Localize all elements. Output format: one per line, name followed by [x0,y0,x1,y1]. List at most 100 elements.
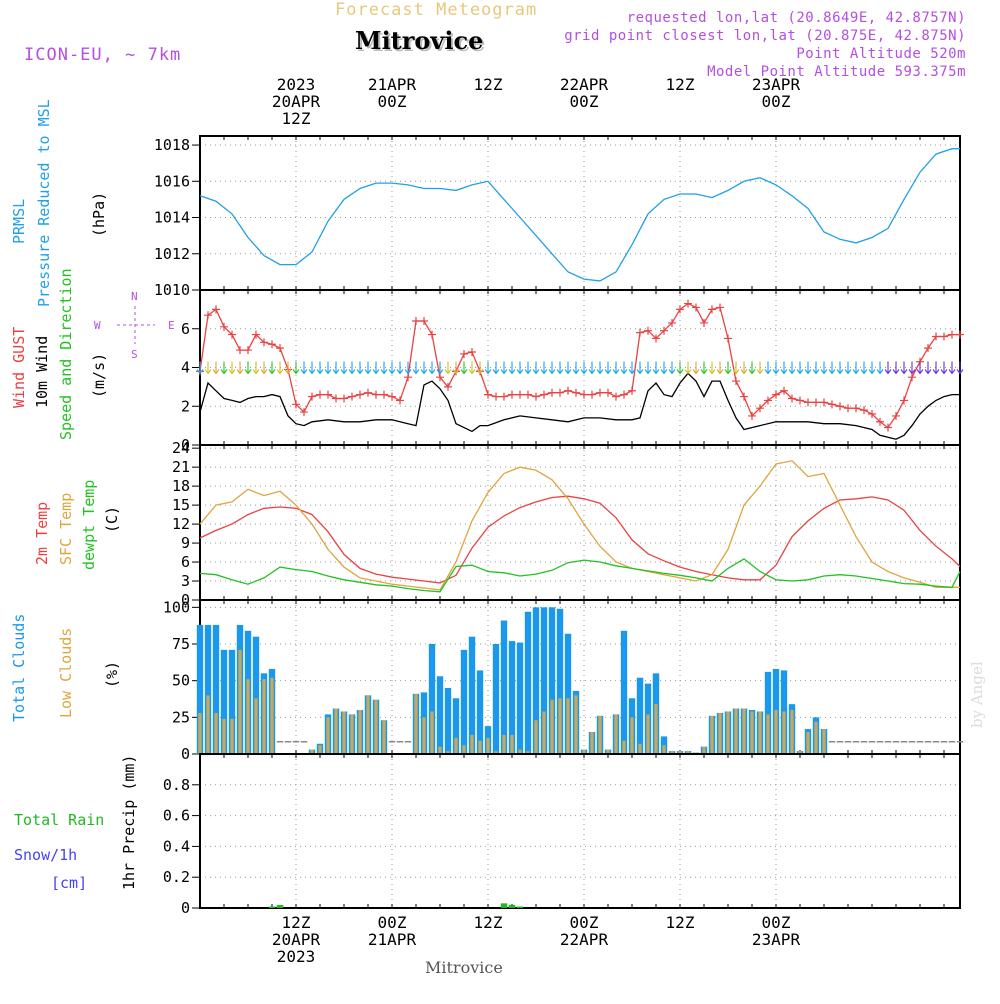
y-tick-label: 12 [172,515,190,533]
gust-marker [612,393,620,401]
low-cloud-bar [742,709,745,753]
rain-bar [501,903,507,908]
total-cloud-bar [901,741,907,743]
total-cloud-bar [941,741,947,743]
gust-marker [940,333,948,341]
gust-marker [852,404,860,412]
gust-marker [700,319,708,327]
temp-unit: (C) [103,506,121,533]
gust-marker [604,389,612,397]
panel-frame [200,600,960,754]
bottom-time-label: 12Z [666,913,695,932]
total-cloud-bar [949,741,955,743]
gust-marker [372,391,380,399]
gust-marker [580,391,588,399]
total-cloud-bar [845,741,851,743]
gust-marker [548,389,556,397]
gust-marker [356,391,364,399]
rain-bar [509,905,515,908]
gust-marker [244,346,252,354]
low-cloud-bar [502,735,505,753]
low-cloud-bar [366,695,369,753]
wind-direction-arrow [869,362,875,374]
wind-direction-arrow [613,362,619,374]
wind-direction-arrow [837,362,843,374]
low-cloud-bar [518,750,521,753]
precip-ylabel: 1hr Precip (mm) [120,755,138,890]
wind-direction-arrow [773,362,779,374]
bottom-time-label: 21APR [368,930,417,949]
low-cloud-bar [774,710,777,753]
total-cloud-bar [525,612,531,753]
gust-marker [460,350,468,358]
low-cloud-bar [766,714,769,753]
wind-direction-arrow [397,362,403,374]
wind-direction-arrow [421,362,427,374]
low-cloud-bar [614,714,617,753]
footer-location: Mitrovice [425,958,503,977]
y-tick-label: 25 [172,708,190,726]
total-cloud-bar [517,643,523,753]
total-cloud-bar [925,741,931,743]
compass-e: E [168,319,175,332]
y-tick-label: 1018 [154,136,190,154]
wind-direction-arrow [517,362,523,374]
gust-marker [812,398,820,406]
gust-marker [276,344,284,352]
wind-direction-arrow [701,362,707,374]
low-cloud-bar [374,700,377,753]
wind-direction-arrow [781,362,787,374]
panel-frame [200,754,960,908]
gust-marker [324,391,332,399]
gust-marker [844,404,852,412]
gust-marker [620,391,628,399]
gust-marker [892,412,900,420]
snow-label: Snow/1h [14,846,77,864]
low-cloud-bar [814,722,817,753]
total-cloud-label: Total Clouds [10,614,28,722]
wind-direction-arrow [677,362,683,374]
wind-label: 10m Wind [33,336,51,408]
wind-direction-arrow [949,362,955,374]
gust-marker [564,387,572,395]
panel-frame [200,445,960,600]
low-cloud-bar [782,711,785,753]
low-cloud-bar [470,735,473,753]
credit: by Angel [968,661,986,728]
low-cloud-bar [678,751,681,753]
low-cloud-bar [414,694,417,753]
gust-marker [828,400,836,408]
total-cloud-bar [885,741,891,743]
total-cloud-bar [877,741,883,743]
y-tick-label: 1010 [154,281,190,299]
gust-marker [692,303,700,311]
wind-direction-arrow [693,362,699,374]
low-cloud-bar [214,713,217,753]
compass-w: W [94,319,101,332]
wind-direction-arrow [237,362,243,374]
low-cloud-bar [630,717,633,753]
cloud-unit: (%) [103,661,121,688]
low-cloud-bar [478,741,481,753]
y-tick-label: 100 [163,598,190,616]
gust-marker [636,329,644,337]
total-cloud-bar [861,741,867,743]
y-tick-label: 6 [181,553,190,571]
requested-coords: requested lon,lat (20.8649E, 42.8757N) [627,10,966,26]
low-cloud-bar [438,747,441,753]
pressure-label-2: Pressure Reduced to MSL [35,99,53,307]
panel-frame [200,136,960,290]
y-tick-label: 75 [172,635,190,653]
low-cloud-bar [454,738,457,753]
bottom-time-label: 2023 [277,947,316,966]
wind-direction-arrow [381,362,387,374]
low-cloud-bar [246,679,249,753]
grid-point-coords: grid point closest lon,lat (20.875E, 42.… [564,28,966,44]
gust-marker [492,393,500,401]
wind-direction-arrow [941,362,947,374]
tsfc-label: SFC Temp [57,493,75,565]
gust-marker [540,391,548,399]
wind-direction-arrow [389,362,395,374]
low-cloud-bar [254,698,257,753]
